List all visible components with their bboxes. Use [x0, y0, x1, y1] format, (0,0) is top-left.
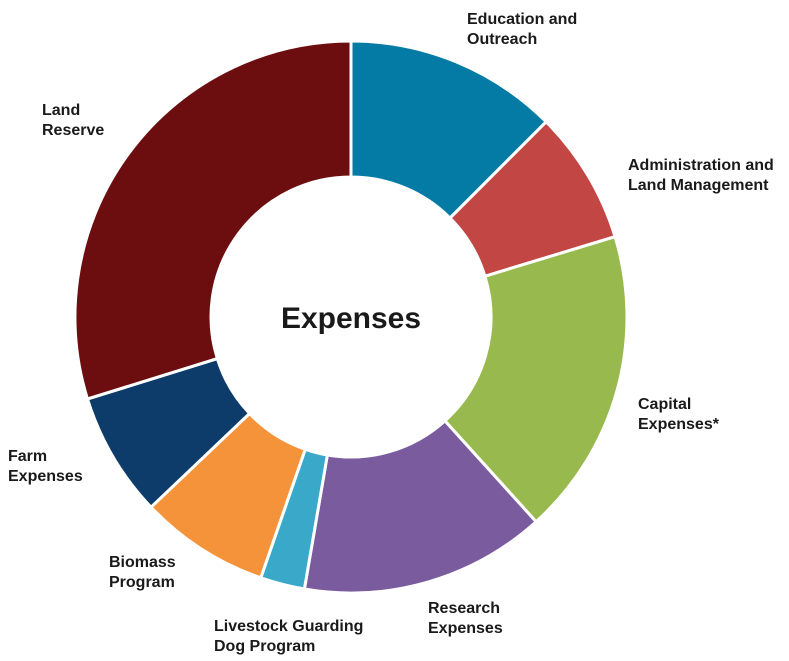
slice-label-education-and-outreach: Education and Outreach — [467, 11, 577, 48]
slice-capital-expenses — [442, 234, 629, 524]
slice-label-research-expenses: Research Expenses — [428, 600, 503, 637]
slice-land-reserve — [73, 39, 353, 401]
slice-label-land-reserve: Land Reserve — [42, 102, 104, 139]
slices-layer — [73, 39, 629, 595]
labels-layer: Education and Outreach Administration and L… — [8, 11, 774, 655]
slice-label-farm-expenses: Farm Expenses — [8, 448, 83, 485]
slice-label-capital-expenses: Capital Expenses* — [638, 396, 720, 433]
slice-label-administration-and-land-management: Administration and Land Management — [628, 157, 774, 194]
slice-label-livestock-guarding-dog-program: Livestock Guarding Dog Program — [214, 618, 363, 655]
slice-label-biomass-program: Biomass Program — [109, 554, 176, 591]
chart-title: Expenses — [281, 302, 421, 335]
slice-research-expenses — [302, 418, 539, 595]
